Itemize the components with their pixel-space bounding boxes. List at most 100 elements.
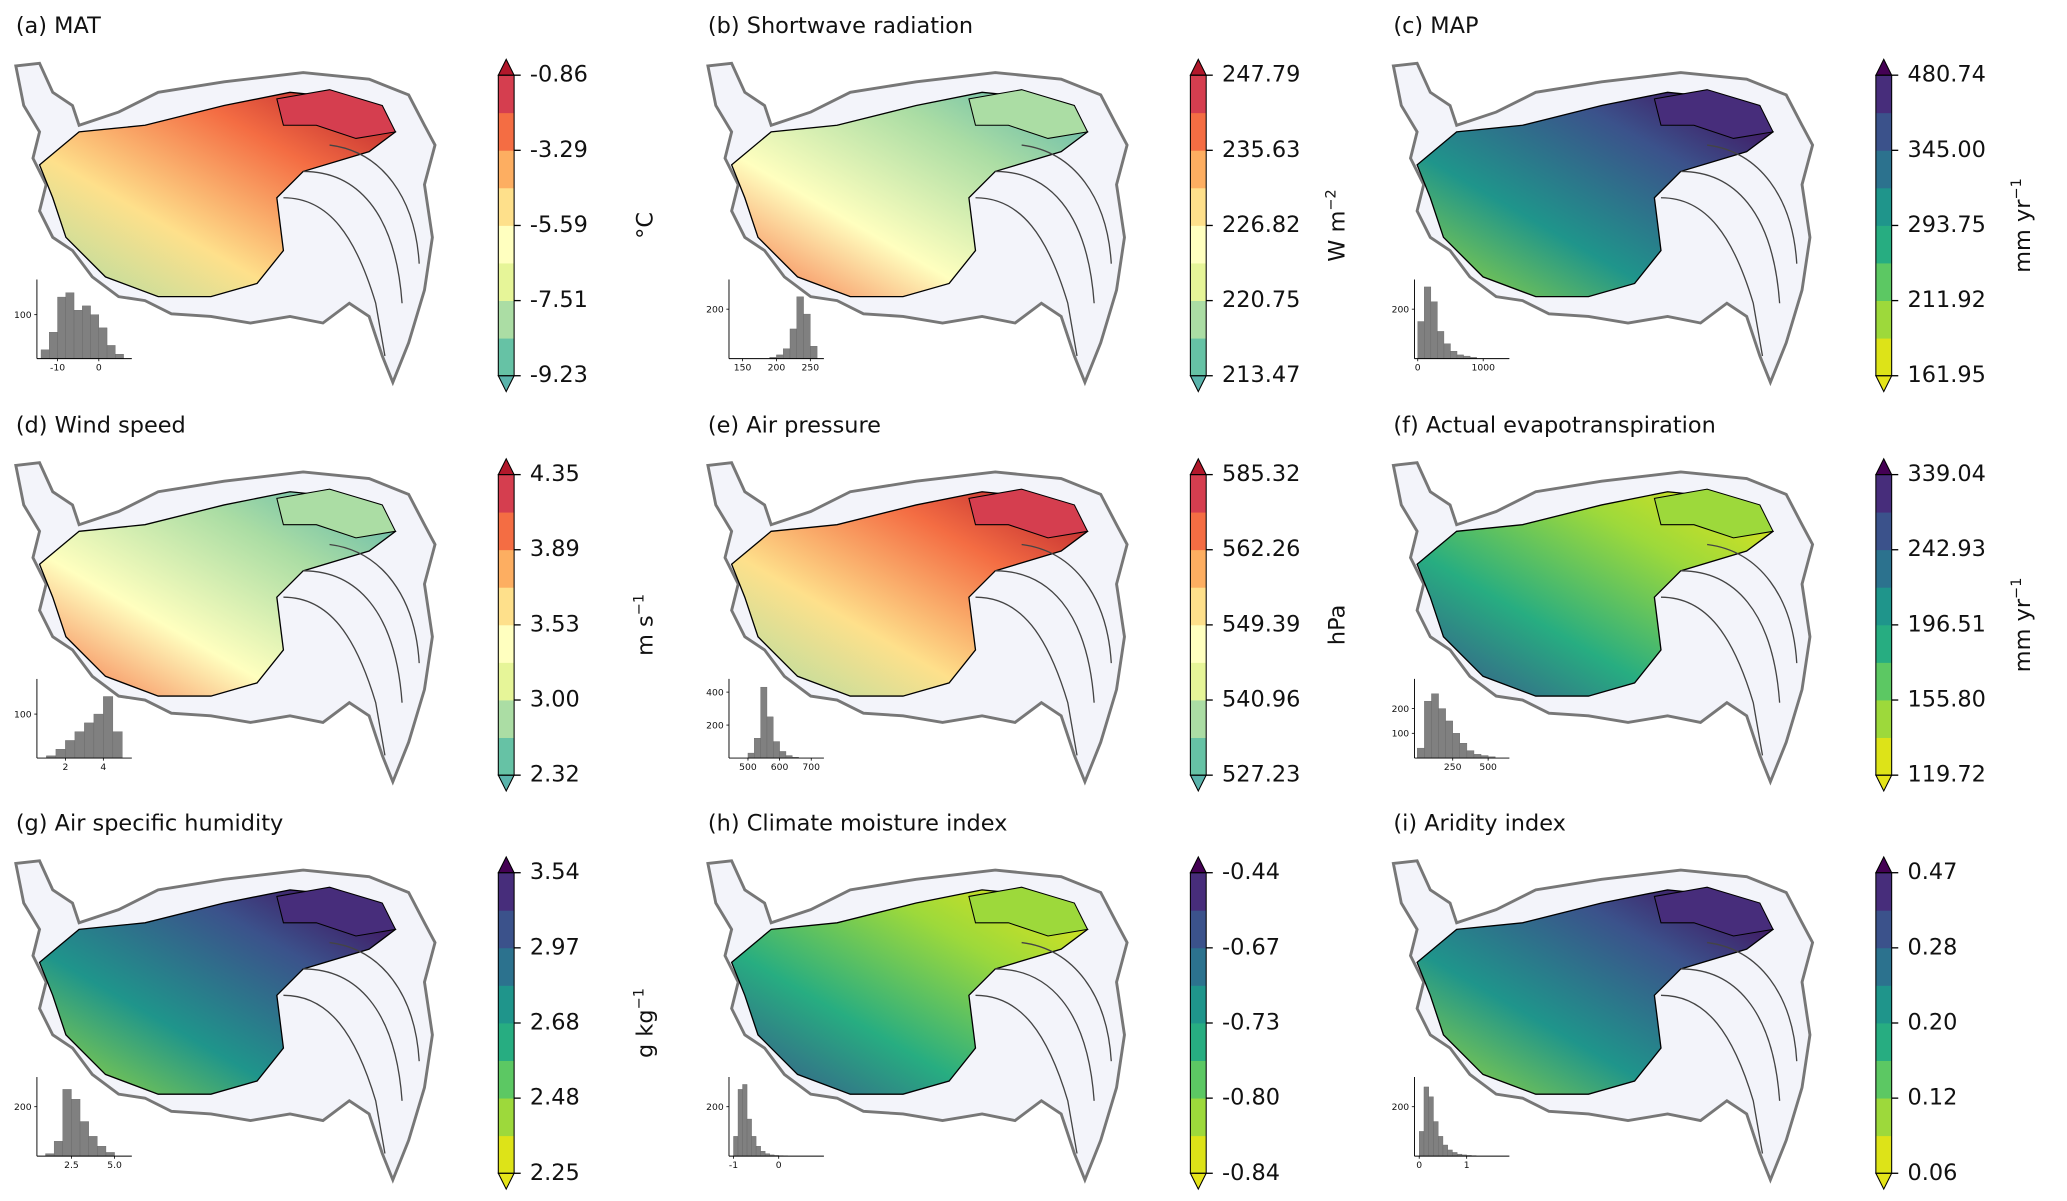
- unit-sup: −1: [631, 988, 647, 1009]
- colorbar-tick-label: 155.80: [1907, 687, 1985, 713]
- colorbar-unit: hPa: [1325, 605, 1351, 645]
- histogram-bar: [73, 310, 83, 359]
- data-region: [968, 89, 1089, 139]
- histogram-x-tick-label: 1000: [1471, 362, 1495, 373]
- river-boundary: [303, 968, 403, 1101]
- colorbar-segment: [1875, 947, 1892, 986]
- histogram-bar: [1419, 1131, 1425, 1157]
- map: [706, 61, 1129, 387]
- histogram-y-tick-label: 200: [706, 304, 724, 315]
- histogram-bar: [1430, 301, 1438, 359]
- histogram-bar: [106, 345, 116, 359]
- colorbar-extend: [1189, 375, 1208, 393]
- histogram-x-tick-label: -1: [729, 1160, 738, 1171]
- colorbar-segment: [498, 75, 515, 114]
- data-region: [1653, 886, 1774, 937]
- colorbar-tick-label: 119.72: [1907, 762, 1985, 788]
- histogram-x-tick-label: 2: [62, 762, 68, 773]
- panel-title: (a) MAT: [16, 13, 101, 39]
- colorbar-tick-label: 0.12: [1907, 1085, 1957, 1111]
- colorbar-segment: [1190, 985, 1207, 1024]
- colorbar-tick-label: 2.97: [530, 934, 580, 960]
- histogram-y-tick-label: 100: [14, 709, 32, 720]
- colorbar-tick-label: 220.75: [1222, 287, 1300, 313]
- histogram-y-tick-label: 200: [1392, 1102, 1410, 1113]
- river-boundary: [1021, 941, 1112, 1062]
- colorbar-segment: [1875, 75, 1892, 114]
- histogram-x-tick-label: 5.0: [107, 1160, 122, 1171]
- colorbar-tick-label: 226.82: [1222, 212, 1300, 238]
- unit-sup: −1: [2009, 178, 2025, 199]
- map: [1391, 61, 1815, 387]
- histogram: 0 1 200: [1392, 1077, 1510, 1171]
- colorbar-segment: [1190, 1098, 1207, 1137]
- map: [1391, 859, 1815, 1184]
- histogram-bar: [79, 1121, 89, 1157]
- colorbar-tick-label: -3.29: [530, 137, 588, 163]
- river-boundary: [1707, 144, 1798, 264]
- river-boundary: [283, 596, 386, 756]
- colorbar-tick-label: 0.06: [1907, 1160, 1957, 1186]
- data-region: [730, 91, 1089, 298]
- colorbar-segment: [498, 1098, 515, 1137]
- histogram: 500 600 700 200 400: [706, 678, 824, 773]
- colorbar-extend: [1189, 774, 1208, 793]
- unit-sup: −1: [2009, 578, 2025, 599]
- histogram-bar: [760, 1150, 766, 1157]
- river-boundary: [1660, 994, 1764, 1154]
- histogram-bar: [49, 332, 58, 359]
- histogram-bar: [733, 1136, 739, 1157]
- data-region: [1416, 889, 1775, 1095]
- panel: (c) MAP 480.74 345.00 293.75 211.92 161.95 mm …: [1391, 13, 2036, 393]
- river-boundary: [1021, 144, 1112, 264]
- panel-title: (i) Aridity index: [1393, 811, 1566, 837]
- unit-text: mm yr: [2010, 598, 2036, 672]
- histogram-bar: [766, 716, 774, 759]
- colorbar-segment: [1190, 872, 1207, 911]
- colorbar-tick-label: 562.26: [1222, 536, 1300, 562]
- histogram-bar: [1423, 1086, 1429, 1157]
- histogram-bar: [82, 305, 91, 359]
- colorbar-segment: [1190, 1022, 1207, 1061]
- colorbar-segment: [498, 985, 515, 1024]
- histogram-bar: [779, 751, 787, 759]
- colorbar-segment: [498, 187, 515, 226]
- river-boundary: [975, 197, 1078, 357]
- colorbar-segment: [1875, 263, 1892, 301]
- river-boundary: [303, 170, 403, 304]
- colorbar: 339.04 242.93 196.51 155.80 119.72: [1875, 457, 1986, 793]
- histogram-bar: [1428, 1096, 1434, 1157]
- colorbar-unit: W m−2: [1323, 189, 1350, 261]
- unit-text: m s: [633, 615, 659, 656]
- colorbar: 4.35 3.89 3.53 3.00 2.32: [497, 457, 580, 793]
- colorbar-tick-label: 211.92: [1907, 287, 1985, 313]
- histogram-bar: [1438, 708, 1446, 759]
- colorbar-segment: [1190, 947, 1207, 986]
- histogram-y-tick-label: 100: [14, 310, 32, 321]
- colorbar-segment: [498, 512, 515, 551]
- histogram-bar: [1466, 750, 1475, 759]
- colorbar-tick-label: -9.23: [530, 362, 588, 388]
- river-boundary: [1660, 596, 1764, 756]
- panel-title: (d) Wind speed: [16, 412, 186, 438]
- colorbar-segment: [1875, 587, 1892, 626]
- river-boundary: [1660, 197, 1764, 357]
- data-region: [276, 89, 397, 139]
- colorbar-segment: [1875, 549, 1892, 588]
- histogram-bar: [773, 741, 780, 759]
- panel: (h) Climate moisture index -0.44 -0.67 -0.7…: [706, 811, 1280, 1191]
- colorbar-extend: [1189, 855, 1208, 874]
- histogram-bar: [53, 1141, 63, 1157]
- map: [706, 461, 1129, 786]
- colorbar-segment: [1190, 700, 1207, 738]
- histogram-bar: [112, 731, 123, 759]
- colorbar-tick-label: 3.53: [530, 611, 580, 637]
- colorbar-tick-label: 4.35: [530, 461, 580, 487]
- histogram: 250 500 100 200: [1392, 678, 1510, 773]
- map: [14, 859, 437, 1184]
- histogram-bar: [84, 722, 95, 759]
- histogram-bar: [1431, 693, 1439, 759]
- panel-title: (g) Air specific humidity: [16, 811, 283, 837]
- colorbar-extend: [497, 774, 515, 793]
- colorbar-segment: [498, 587, 515, 626]
